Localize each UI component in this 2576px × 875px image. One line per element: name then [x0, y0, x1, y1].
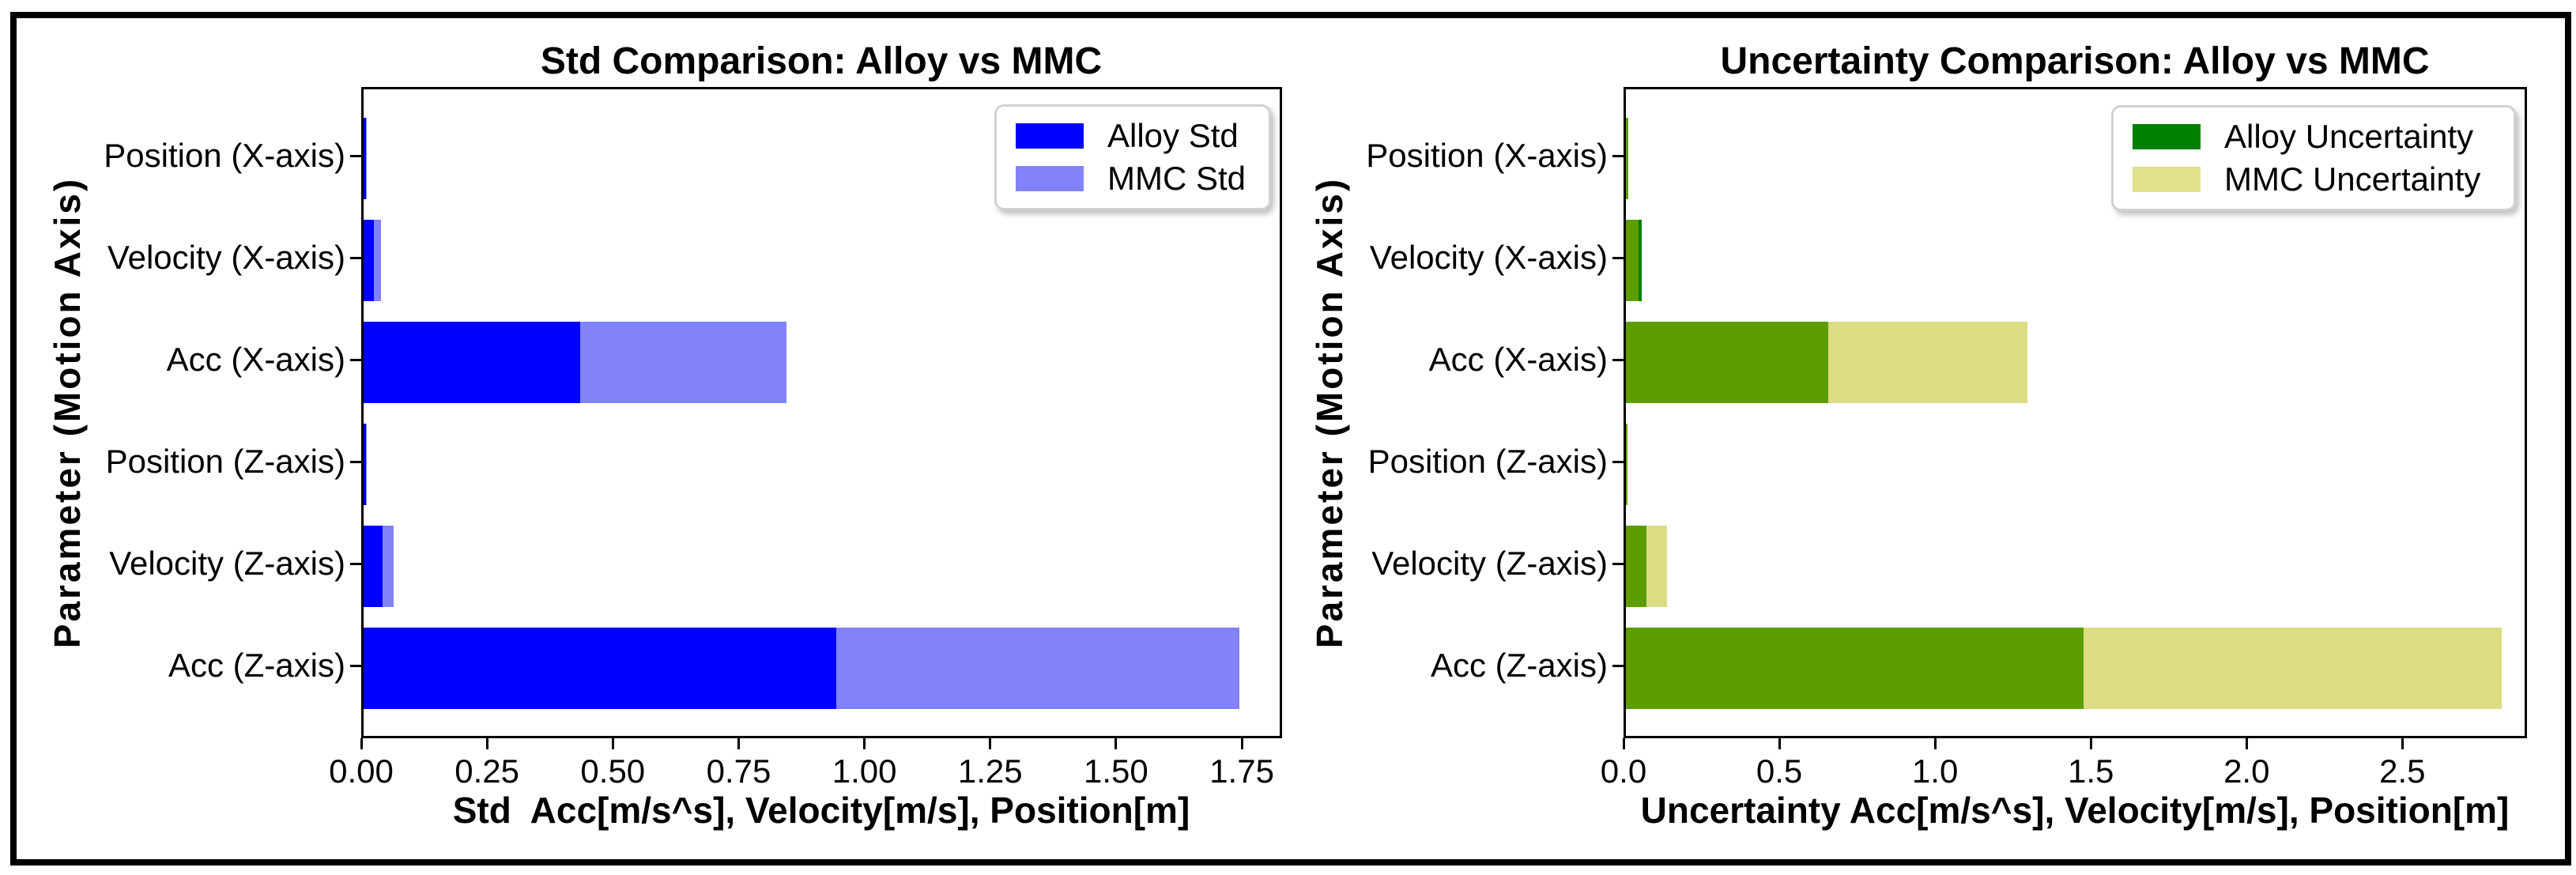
- legend-swatch: [2133, 167, 2201, 193]
- legend-entry: Alloy Uncertainty: [2133, 118, 2495, 156]
- y-tickmark: [1612, 154, 1624, 157]
- legend-uncertainty: Alloy Uncertainty MMC Uncertainty: [2111, 105, 2516, 211]
- bar-uncertainty-mmc: [1828, 321, 2028, 403]
- x-tickmark: [611, 738, 614, 749]
- bar-uncertainty-mmc: [1646, 525, 1667, 607]
- y-tickmark: [350, 664, 361, 667]
- bar-std-overlap: [364, 219, 374, 301]
- y-tickmark: [1612, 664, 1624, 667]
- x-tickmark: [1778, 738, 1781, 749]
- x-tickmark: [1115, 738, 1118, 749]
- y-tickmark: [350, 460, 361, 463]
- bar-uncertainty-alloy: [1639, 219, 1643, 301]
- x-tick-label: 0.75: [706, 752, 771, 790]
- y-tickmark: [1612, 256, 1624, 259]
- bar-std-overlap: [364, 117, 366, 199]
- x-tick-label: 1.5: [2068, 752, 2114, 790]
- legend-swatch: [1016, 123, 1084, 149]
- chart-std-xlabel: Std Acc[m/s^s], Velocity[m/s], Position[…: [452, 790, 1190, 831]
- x-tick-label: 1.00: [832, 752, 897, 790]
- chart-uncertainty-title: Uncertainty Comparison: Alloy vs MMC: [1720, 40, 2430, 82]
- legend-entry: Alloy Std: [1016, 117, 1250, 155]
- bar-std-overlap: [364, 627, 837, 709]
- x-tickmark: [2089, 738, 2092, 749]
- y-tick-label: Velocity (Z-axis): [109, 545, 345, 582]
- y-tick-label: Position (X-axis): [104, 137, 345, 174]
- x-tickmark: [737, 738, 740, 749]
- legend-swatch: [2133, 123, 2201, 149]
- y-tick-label: Acc (X-axis): [166, 341, 345, 378]
- x-tickmark: [863, 738, 866, 749]
- legend-entry: MMC Std: [1016, 160, 1250, 198]
- y-tick-label: Position (X-axis): [1366, 137, 1608, 174]
- x-tick-label: 0.0: [1600, 752, 1647, 790]
- x-tick-label: 1.75: [1209, 752, 1274, 790]
- x-tick-label: 1.50: [1084, 752, 1148, 790]
- legend-label: Alloy Std: [1107, 116, 1239, 154]
- legend-label: Alloy Uncertainty: [2224, 117, 2474, 155]
- bar-uncertainty-overlap: [1626, 321, 1829, 403]
- x-tickmark: [989, 738, 992, 749]
- x-tickmark: [2245, 738, 2248, 749]
- x-tickmark: [360, 738, 363, 749]
- bar-uncertainty-overlap: [1626, 219, 1639, 301]
- x-tick-label: 0.50: [580, 752, 646, 790]
- y-tickmark: [350, 562, 361, 565]
- y-tickmark: [1612, 562, 1624, 565]
- y-tick-label: Acc (Z-axis): [168, 647, 345, 684]
- legend-label: MMC Std: [1107, 160, 1247, 198]
- y-tick-label: Acc (X-axis): [1428, 341, 1608, 378]
- chart-uncertainty-xlabel: Uncertainty Acc[m/s^s], Velocity[m/s], P…: [1640, 790, 2510, 831]
- x-tickmark: [1240, 738, 1243, 749]
- bar-uncertainty-mmc: [2084, 627, 2502, 709]
- x-tick-label: 0.25: [454, 752, 520, 790]
- bar-std-mmc: [579, 321, 786, 403]
- bar-uncertainty-overlap: [1626, 525, 1646, 607]
- bar-std-mmc: [383, 525, 394, 607]
- bar-uncertainty-overlap: [1626, 423, 1628, 505]
- bar-std-mmc: [365, 117, 367, 199]
- legend-label: MMC Uncertainty: [2224, 160, 2481, 198]
- x-tick-label: 0.00: [329, 752, 394, 790]
- x-tick-label: 1.0: [1911, 752, 1959, 790]
- y-tick-label: Acc (Z-axis): [1431, 647, 1608, 684]
- bar-uncertainty-overlap: [1626, 117, 1629, 199]
- legend-entry: MMC Uncertainty: [2133, 160, 2495, 198]
- bar-std-overlap: [364, 423, 366, 505]
- x-tick-label: 0.5: [1756, 752, 1803, 790]
- y-tick-label: Velocity (X-axis): [1369, 239, 1608, 276]
- bar-std-mmc: [373, 219, 381, 301]
- y-tickmark: [1612, 358, 1624, 361]
- bar-uncertainty-overlap: [1626, 627, 2084, 709]
- y-tick-label: Position (Z-axis): [105, 443, 345, 480]
- y-tickmark: [350, 358, 361, 361]
- y-tickmark: [1612, 460, 1624, 463]
- y-tickmark: [350, 154, 361, 157]
- x-tick-label: 1.25: [957, 752, 1023, 790]
- x-tick-label: 2.0: [2223, 752, 2270, 790]
- legend-swatch: [1016, 166, 1084, 192]
- bar-std-overlap: [364, 525, 383, 607]
- x-tickmark: [485, 738, 488, 749]
- bar-std-overlap: [364, 321, 580, 403]
- y-tick-label: Velocity (Z-axis): [1371, 545, 1608, 582]
- y-tickmark: [350, 256, 361, 259]
- x-tickmark: [1933, 738, 1937, 749]
- x-tickmark: [2401, 738, 2404, 749]
- x-tickmark: [1622, 738, 1625, 749]
- chart-std-title: Std Comparison: Alloy vs MMC: [540, 40, 1103, 82]
- x-tick-label: 2.5: [2379, 752, 2426, 790]
- bar-std-mmc: [365, 423, 367, 505]
- y-tick-label: Position (Z-axis): [1367, 443, 1608, 480]
- bar-std-mmc: [836, 627, 1239, 709]
- y-tick-label: Velocity (X-axis): [107, 239, 345, 276]
- legend-std: Alloy Std MMC Std: [994, 104, 1271, 210]
